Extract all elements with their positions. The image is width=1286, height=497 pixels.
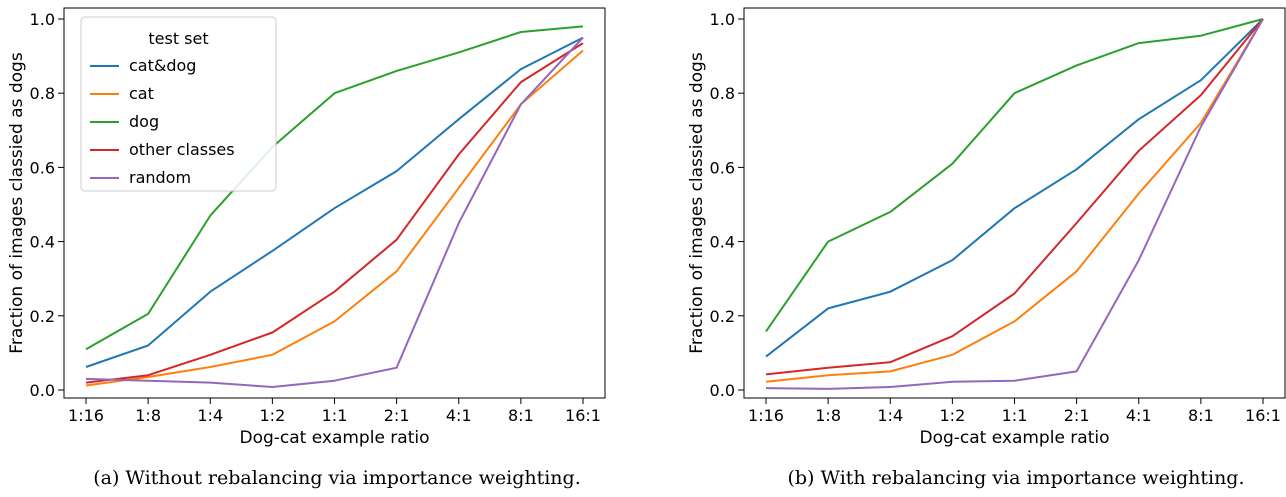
x-tick-label: 1:8 <box>815 406 841 425</box>
x-tick-label: 1:4 <box>877 406 903 425</box>
y-tick-label: 0.0 <box>710 381 735 400</box>
chart-panel-2: 1:16 1:8 1:4 1:2 1:1 2:1 4:1 8:1 16:1 0.0 0.2 0.4 0.… <box>687 7 1286 489</box>
legend-entry: dog <box>129 112 159 131</box>
x-tick-label: 16:1 <box>565 406 601 425</box>
x-tick-label: 8:1 <box>1188 406 1214 425</box>
series-line-cat-dog <box>85 36 584 368</box>
x-tick-label: 16:1 <box>1245 406 1281 425</box>
y-tick-label: 0.2 <box>710 307 735 326</box>
x-tick-label: 1:8 <box>135 406 161 425</box>
legend-box <box>80 16 277 192</box>
y-tick-label: 0.8 <box>710 84 735 103</box>
legend-title: test set <box>148 29 208 48</box>
y-tick-label: 0.2 <box>30 307 55 326</box>
y-tick-label: 0.6 <box>710 158 735 177</box>
plot-frame <box>743 7 1286 399</box>
x-tick-label: 1:2 <box>940 406 966 425</box>
y-axis-label: Fraction of images classied as dogs <box>7 52 27 354</box>
y-axis-label: Fraction of images classied as dogs <box>687 52 707 354</box>
x-tick-label: 1:1 <box>1002 406 1028 425</box>
x-tick-label: 8:1 <box>508 406 534 425</box>
x-tick-label: 1:16 <box>68 406 104 425</box>
series-line-4 <box>765 18 1264 376</box>
figure-caption: (a) Without rebalancing via importance w… <box>93 467 581 489</box>
x-tick-label: 2:1 <box>384 406 410 425</box>
series-line-1 <box>765 18 1264 358</box>
x-axis-label: Dog-cat example ratio <box>239 428 429 448</box>
y-tick-label: 1.0 <box>30 10 55 29</box>
legend-entry: cat&dog <box>129 56 196 75</box>
x-tick-label: 4:1 <box>446 406 472 425</box>
x-tick-label: 1:4 <box>197 406 223 425</box>
chart-panel-1: 1:16 1:8 1:4 1:2 1:1 2:1 4:1 8:1 16:1 0.0 0.2 0.4 0.… <box>7 7 606 489</box>
series-line-other-classes <box>85 42 584 384</box>
x-axis-label: Dog-cat example ratio <box>919 428 1109 448</box>
series-line-5 <box>765 18 1264 390</box>
x-tick-label: 1:1 <box>322 406 348 425</box>
legend-entry: other classes <box>129 140 235 159</box>
legend-entry: cat <box>129 84 154 103</box>
series-line-dog <box>85 25 584 351</box>
x-tick-label: 1:2 <box>260 406 286 425</box>
y-tick-label: 1.0 <box>710 10 735 29</box>
series-line-cat <box>85 49 584 387</box>
legend: test set cat&dog cat dog other classes random <box>80 16 277 192</box>
figure-caption: (b) With rebalancing via importance weig… <box>787 467 1244 489</box>
y-tick-label: 0.6 <box>30 158 55 177</box>
x-tick-label: 1:16 <box>748 406 784 425</box>
y-tick-label: 0.8 <box>30 84 55 103</box>
x-tick-label: 4:1 <box>1126 406 1152 425</box>
series-line-3 <box>765 18 1264 332</box>
x-tick-label: 2:1 <box>1064 406 1090 425</box>
series-line-random <box>85 36 584 388</box>
series-line-2 <box>765 18 1264 383</box>
y-tick-label: 0.4 <box>30 233 55 252</box>
legend-entry: random <box>129 168 191 187</box>
y-tick-label: 0.4 <box>710 233 735 252</box>
y-tick-label: 0.0 <box>30 381 55 400</box>
